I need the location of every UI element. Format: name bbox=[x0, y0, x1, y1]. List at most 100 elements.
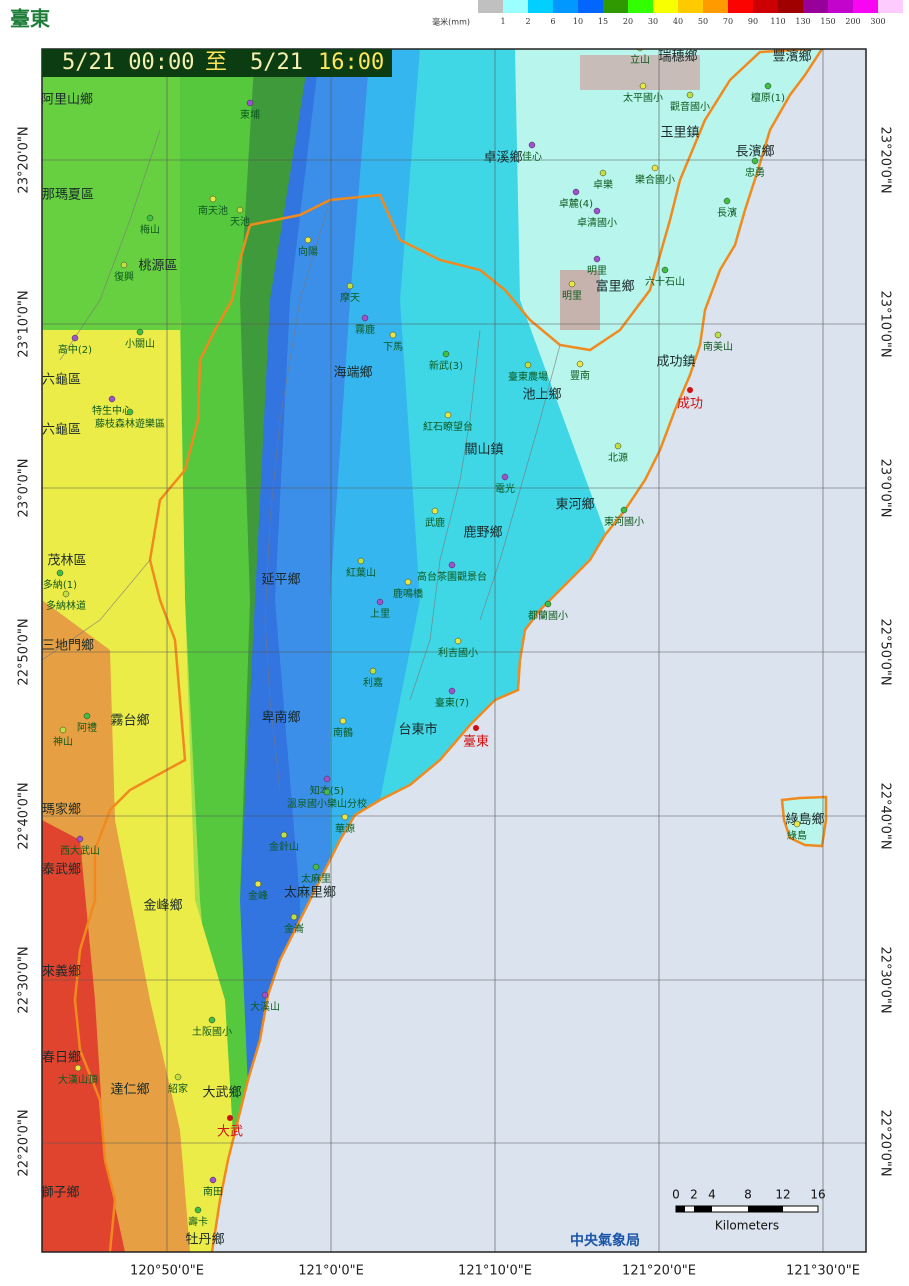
legend-label: 200 bbox=[845, 17, 860, 26]
legend-swatch bbox=[803, 0, 828, 13]
station-label: 利吉國小 bbox=[438, 647, 478, 659]
scale-bar-segment bbox=[694, 1206, 712, 1212]
station-marker bbox=[208, 1016, 216, 1024]
township-label: 長濱鄉 bbox=[735, 144, 774, 160]
station-label: 鹿鳴橋 bbox=[393, 587, 423, 600]
station-marker bbox=[404, 578, 412, 586]
station-label: 長濱 bbox=[717, 206, 737, 219]
station-marker bbox=[341, 813, 349, 821]
banner-sep: 至 bbox=[205, 50, 227, 75]
station-label: 天池 bbox=[230, 215, 250, 228]
scale-bar: 0 2 4 8 12 16 Kilometers bbox=[672, 1188, 825, 1233]
station-marker bbox=[793, 820, 801, 828]
city-label: 成功 bbox=[677, 397, 703, 412]
station-marker bbox=[209, 195, 217, 203]
station-label: 北源 bbox=[608, 451, 628, 464]
station-marker bbox=[209, 1176, 217, 1184]
lat-label-right: 22°50'0"N bbox=[878, 618, 893, 685]
lat-label-right: 22°30'0"N bbox=[878, 946, 893, 1013]
legend-swatch bbox=[878, 0, 903, 13]
city-marker bbox=[473, 725, 479, 731]
township-label: 卓溪鄉 bbox=[483, 150, 522, 166]
station-marker bbox=[751, 157, 759, 165]
station-marker bbox=[454, 637, 462, 645]
station-label: 利嘉 bbox=[363, 676, 383, 689]
station-marker bbox=[723, 197, 731, 205]
station-label: 溫泉國小樂山分校 bbox=[287, 797, 367, 810]
station-marker bbox=[376, 598, 384, 606]
legend-swatch bbox=[578, 0, 603, 13]
station-marker bbox=[357, 557, 365, 565]
station-marker bbox=[448, 561, 456, 569]
station-marker bbox=[639, 82, 647, 90]
lat-label-right: 23°10'0"N bbox=[878, 290, 893, 357]
township-label: 泰武鄉 bbox=[42, 862, 81, 878]
lon-label: 121°30'0"E bbox=[786, 1264, 860, 1279]
scale-tick-label: 16 bbox=[810, 1188, 825, 1202]
station-label: 下馬 bbox=[383, 341, 403, 353]
station-label: 梅山 bbox=[140, 223, 160, 236]
township-label: 海端鄉 bbox=[333, 365, 372, 381]
township-label: 富里鄉 bbox=[595, 279, 634, 295]
station-marker bbox=[59, 726, 67, 734]
lon-label: 121°10'0"E bbox=[458, 1264, 532, 1279]
scale-bar-segment bbox=[676, 1206, 685, 1212]
station-label: 金針山 bbox=[269, 840, 299, 853]
township-label: 關山鎮 bbox=[464, 442, 503, 458]
station-label: 神山 bbox=[53, 735, 73, 748]
scale-tick-label: 0 bbox=[672, 1188, 680, 1202]
station-marker bbox=[346, 282, 354, 290]
city-label: 臺東 bbox=[463, 734, 489, 750]
scale-tick-label: 2 bbox=[690, 1188, 698, 1202]
township-label: 豐濱鄉 bbox=[772, 49, 811, 65]
township-label: 桃源區 bbox=[138, 259, 177, 274]
station-marker bbox=[572, 188, 580, 196]
station-label: 南天池 bbox=[198, 204, 228, 217]
station-marker bbox=[261, 991, 269, 999]
station-label: 上里 bbox=[370, 608, 390, 620]
station-marker bbox=[442, 350, 450, 358]
legend-swatch bbox=[503, 0, 528, 13]
boundaries bbox=[42, 49, 824, 1252]
station-label: 紅葉山 bbox=[346, 566, 376, 579]
station-label: 立山 bbox=[630, 53, 650, 66]
station-label: 綠島 bbox=[787, 829, 807, 842]
lon-label: 121°0'0"E bbox=[298, 1264, 364, 1279]
township-label: 綠島鄉 bbox=[785, 812, 824, 828]
station-marker bbox=[528, 141, 536, 149]
township-label: 六龜區 bbox=[42, 373, 81, 388]
station-label: 南田 bbox=[203, 1185, 223, 1198]
station-label: 多納(1) bbox=[43, 578, 77, 591]
banner-start: 5/21 00:00 bbox=[62, 50, 194, 75]
station-label: 多納林道 bbox=[46, 599, 86, 612]
banner-end-date: 5/21 bbox=[250, 50, 303, 75]
station-marker bbox=[686, 91, 694, 99]
station-label: 東河國小 bbox=[604, 515, 644, 528]
lat-label-right: 23°0'0"N bbox=[878, 459, 893, 518]
station-label: 壽卡 bbox=[188, 1215, 208, 1228]
lat-label-right: 22°40'0"N bbox=[878, 782, 893, 849]
station-marker bbox=[714, 331, 722, 339]
station-label: 檀原(1) bbox=[751, 91, 785, 104]
station-marker bbox=[120, 261, 128, 269]
township-label: 延平鄉 bbox=[261, 572, 300, 588]
township-label: 三地門鄉 bbox=[42, 638, 94, 654]
legend-label: 40 bbox=[673, 17, 683, 26]
lon-label: 120°50'0"E bbox=[130, 1264, 204, 1279]
station-marker bbox=[136, 328, 144, 336]
township-label: 東河鄉 bbox=[555, 497, 594, 513]
station-marker bbox=[661, 266, 669, 274]
legend-label: 110 bbox=[770, 17, 785, 26]
legend-label: 70 bbox=[723, 17, 733, 26]
legend-label: 150 bbox=[820, 17, 835, 26]
township-label: 那瑪夏區 bbox=[42, 188, 94, 203]
township-label: 玉里鎮 bbox=[660, 125, 699, 141]
lat-label-left: 23°0'0"N bbox=[17, 459, 32, 518]
legend: 1 2 6 10 15 20 30 40 50 70 90 110 130 150 200 300 bbox=[478, 0, 903, 26]
station-marker bbox=[108, 395, 116, 403]
station-marker bbox=[74, 1064, 82, 1072]
legend-swatch bbox=[728, 0, 753, 13]
